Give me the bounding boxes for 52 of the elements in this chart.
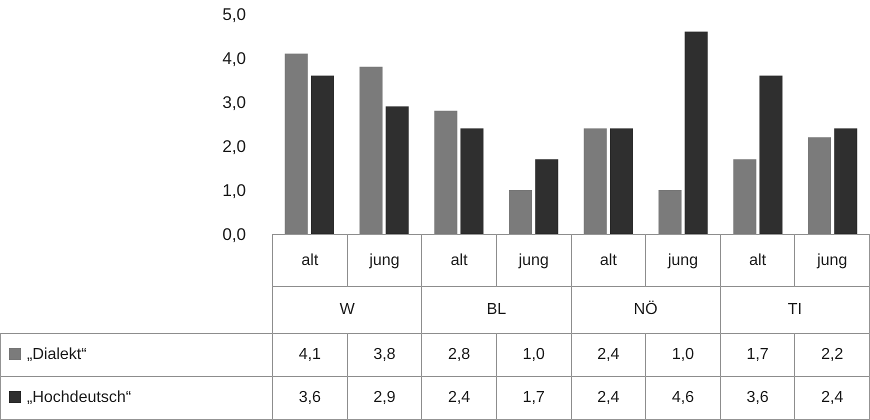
x-tick-label: jung [646,234,720,286]
bar [284,54,308,234]
y-tick-label: 5,0 [222,4,246,24]
data-label: 2,9 [347,376,422,420]
bar [460,128,484,234]
data-label: 1,7 [720,334,795,376]
bar [386,106,409,234]
x-tick-label: alt [422,234,496,286]
x-tick-label: alt [272,234,348,286]
text: NÖ [571,286,720,334]
x-tick-label: alt [571,234,646,286]
data-label: 2,4 [794,376,870,420]
bar [584,128,607,234]
y-tick-label: 0,0 [222,224,246,244]
text: BL [422,286,571,334]
y-tick-label: 3,0 [222,92,246,112]
x-tick-label: jung [347,234,422,286]
y-tick-label: 1,0 [222,180,246,200]
bar [360,66,383,234]
data-label: 4,6 [646,376,720,420]
x-tick-label: alt [720,234,795,286]
x-tick-label: jung [794,234,870,286]
data-label: 4,1 [272,334,348,376]
data-label: 2,4 [571,334,646,376]
data-label: 2,4 [422,376,496,420]
text: W [272,286,422,334]
bar [684,32,708,234]
bar [535,159,558,234]
data-label: 1,0 [496,334,571,376]
bar [610,128,633,234]
bar [509,190,532,234]
data-label: 1,7 [496,376,571,420]
bar [759,76,782,234]
data-label: 1,0 [646,334,720,376]
x-tick-label: jung [496,234,571,286]
data-label: 2,2 [794,334,870,376]
y-tick-label: 2,0 [222,136,246,156]
text: TI [720,286,870,334]
y-tick-label: 4,0 [222,48,246,68]
data-label: 3,6 [720,376,795,420]
data-label: 3,8 [347,334,422,376]
bar [310,76,334,234]
data-label: 2,4 [571,376,646,420]
bar [434,110,458,234]
bar [808,137,832,234]
bar [733,159,756,234]
bar [834,128,858,234]
data-label: 2,8 [422,334,496,376]
data-label: 3,6 [272,376,348,420]
bar [658,190,682,234]
legend-label: „Dialekt“ [0,334,272,376]
legend-label: „Hochdeutsch“ [0,376,272,420]
